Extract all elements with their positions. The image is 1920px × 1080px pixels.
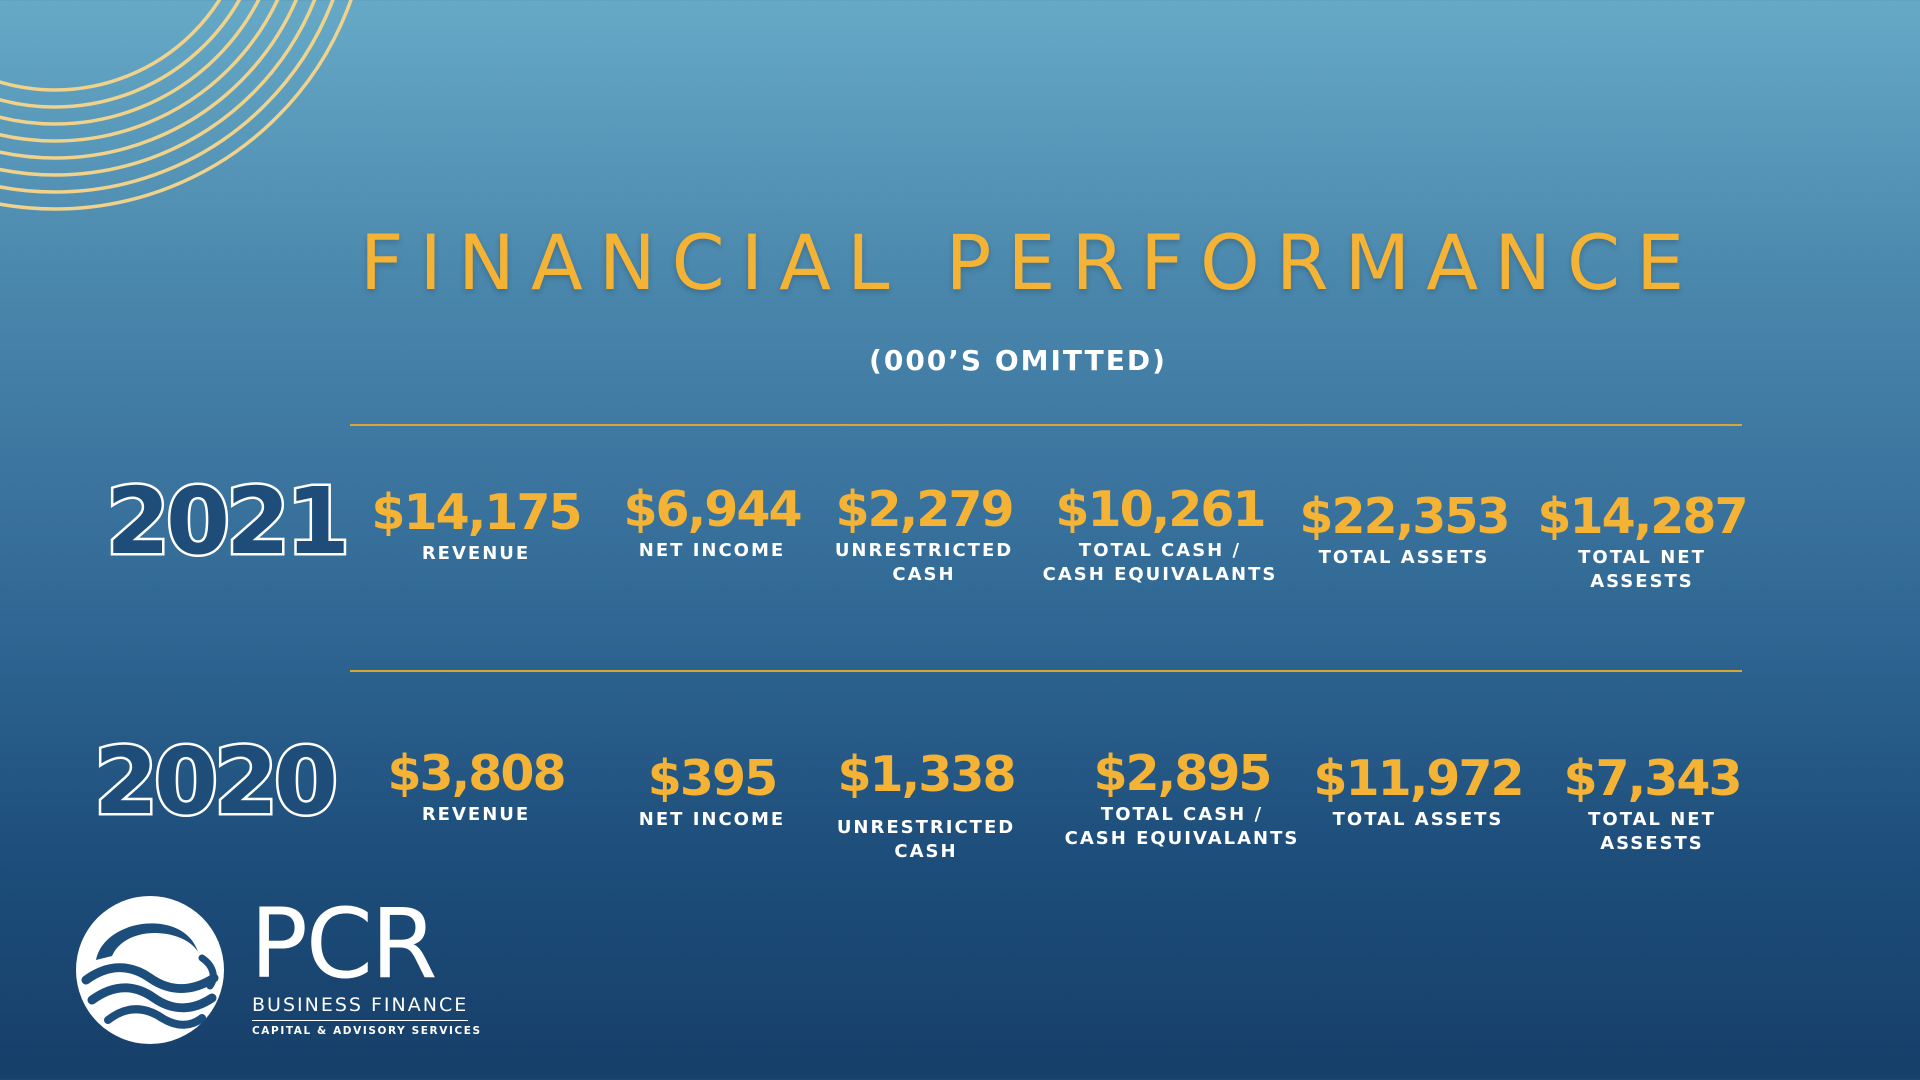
pcr-logo: PCR BUSINESS FINANCE CAPITAL & ADVISORY …: [74, 894, 534, 1054]
metric-total-cash-2021: $10,261 TOTAL CASH / CASH EQUIVALANTS: [1043, 481, 1278, 587]
metric-revenue-2021: $14,175 REVENUE: [371, 484, 582, 566]
brand-name: PCR: [250, 888, 438, 1000]
metric-label: REVENUE: [421, 804, 531, 825]
metric-value: $10,261: [1055, 481, 1266, 538]
metric-value: $6,944: [623, 481, 802, 538]
metric-revenue-2020: $3,808 REVENUE: [387, 745, 566, 827]
metric-value: $395: [647, 750, 778, 807]
metric-label: UNRESTRICTED CASH: [836, 817, 1016, 862]
metric-value: $14,287: [1537, 488, 1748, 545]
brand-divider: [252, 1020, 468, 1021]
decorative-arcs: [0, 0, 353, 211]
metric-label: NET INCOME: [638, 809, 786, 830]
year-label-2021: 2021: [103, 466, 352, 578]
metric-net-income-2021: $6,944 NET INCOME: [623, 481, 802, 563]
divider-top: [350, 424, 1742, 426]
metric-label: TOTAL ASSETS: [1318, 547, 1490, 568]
metric-label: REVENUE: [421, 543, 531, 564]
metric-value: $2,895: [1093, 745, 1272, 802]
metric-net-income-2020: $395 NET INCOME: [639, 750, 785, 832]
metric-total-net-assets-2020: $7,343 TOTAL NET ASSESTS: [1563, 750, 1742, 856]
page-title: FINANCIAL PERFORMANCE: [359, 218, 1701, 307]
metric-value: $3,808: [387, 745, 566, 802]
metric-total-assets-2021: $22,353 TOTAL ASSETS: [1299, 488, 1510, 570]
metric-value: $1,338: [837, 746, 1016, 803]
metric-value: $2,279: [835, 481, 1014, 538]
metric-value: $11,972: [1313, 750, 1524, 807]
wave-logo-icon: [76, 896, 224, 1044]
brand-subtitle: BUSINESS FINANCE: [252, 994, 469, 1016]
metric-label: TOTAL CASH / CASH EQUIVALANTS: [1064, 804, 1300, 849]
metric-label: TOTAL ASSETS: [1332, 809, 1504, 830]
metric-total-assets-2020: $11,972 TOTAL ASSETS: [1313, 750, 1524, 832]
metric-value: $22,353: [1299, 488, 1510, 545]
metric-label: TOTAL NET ASSESTS: [1588, 809, 1716, 854]
metric-total-net-assets-2021: $14,287 TOTAL NET ASSESTS: [1537, 488, 1748, 594]
metric-label: TOTAL NET ASSESTS: [1578, 547, 1706, 592]
metric-total-cash-2020: $2,895 TOTAL CASH / CASH EQUIVALANTS: [1065, 745, 1300, 851]
metric-unrestricted-cash-2020: $1,338 UNRESTRICTED CASH: [836, 746, 1017, 864]
divider-middle: [350, 670, 1742, 672]
metric-label: NET INCOME: [638, 540, 786, 561]
year-label-2020: 2020: [91, 726, 340, 838]
metric-unrestricted-cash-2021: $2,279 UNRESTRICTED CASH: [834, 481, 1015, 587]
metric-value: $7,343: [1563, 750, 1742, 807]
metric-value: $14,175: [371, 484, 582, 541]
metric-label: UNRESTRICTED CASH: [834, 540, 1014, 585]
page-subtitle: (000’S OMITTED): [869, 344, 1167, 377]
brand-tagline: CAPITAL & ADVISORY SERVICES: [252, 1025, 482, 1037]
metric-label: TOTAL CASH / CASH EQUIVALANTS: [1042, 540, 1278, 585]
